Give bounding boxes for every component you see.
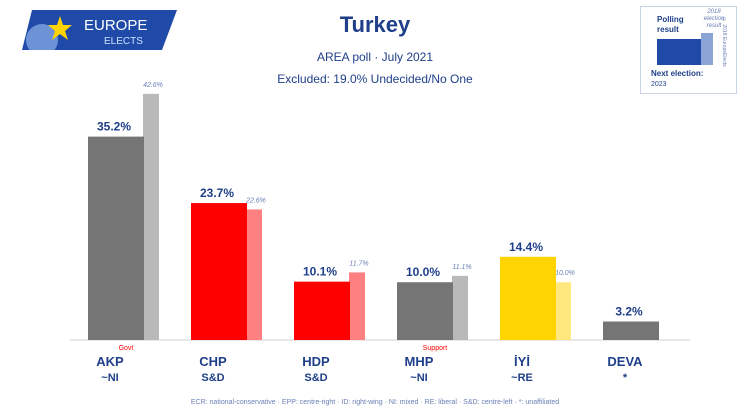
category-label-iyi: İYİ [514,354,530,369]
footnote: ECR: national-conservative · EPP: centre… [190,399,560,406]
bar-polling-mhp [397,282,453,340]
affiliation-label-mhp: ~NI [410,372,427,384]
value-label-akp: 35.2% [97,120,131,134]
bar-polling-akp [88,136,144,340]
previous-value-label-chp: 22.6% [245,197,266,204]
logo-line2: ELECTS [104,36,143,47]
logo-line1: EUROPE [84,17,147,34]
previous-value-label-mhp: 11.1% [452,264,471,271]
legend-polling-swatch [657,39,701,65]
legend-previous-swatch [701,33,713,65]
excluded-note: Excluded: 19.0% Undecided/No One [277,72,473,86]
bar-polling-hdp [294,281,350,340]
affiliation-label-chp: S&D [201,372,224,384]
chart-subtitle: AREA poll · July 2021 [316,50,434,64]
category-label-hdp: HDP [302,354,330,369]
affiliation-label-akp: ~NI [101,372,118,384]
value-label-mhp: 10.0% [406,265,440,279]
bar-previous-akp [143,93,159,340]
affiliation-label-deva: * [623,372,628,384]
star-icon [48,16,72,40]
chart-title: Turkey [339,12,411,37]
role-label-mhp: Support [423,345,448,352]
value-label-hdp: 10.1% [303,265,337,279]
legend-previous-label: 2018 election result [703,9,725,29]
bar-previous-hdp [349,272,365,340]
previous-value-label-iyi: 10.0% [555,270,575,277]
value-label-chp: 23.7% [200,186,234,200]
role-label-akp: Govt [119,345,134,352]
legend-next-year: 2023 [651,81,667,88]
previous-value-label-hdp: 11.7% [349,260,368,267]
europe-elects-logo: EUROPE ELECTS [22,10,177,50]
previous-value-label-akp: 42.6% [143,82,163,89]
affiliation-label-hdp: S&D [304,372,327,384]
bar-polling-iyi [500,256,556,340]
category-label-deva: DEVA [607,354,643,369]
bar-previous-mhp [452,275,468,340]
bar-polling-chp [191,203,247,340]
bar-previous-iyi [555,282,571,340]
legend-next-election: Next election: [651,69,704,78]
legend-copyright: © 2018 EuropeElects [721,17,727,67]
value-label-deva: 3.2% [615,305,643,319]
category-label-mhp: MHP [405,354,434,369]
bar-previous-chp [246,209,262,340]
category-label-akp: AKP [96,354,124,369]
affiliation-label-iyi: ~RE [511,372,533,384]
category-label-chp: CHP [199,354,227,369]
legend-polling-label: Polling result [657,15,684,34]
bar-polling-deva [603,321,659,340]
value-label-iyi: 14.4% [509,240,543,254]
legend: Polling result 2018 election result © 20… [640,6,737,94]
